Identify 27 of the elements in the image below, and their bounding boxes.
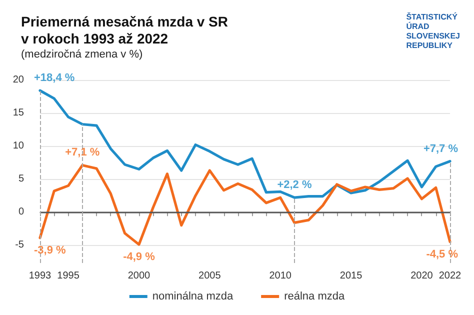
x-tick-label: 2020: [410, 270, 434, 282]
annotation: -4,9 %: [123, 251, 156, 263]
y-tick-label: 10: [12, 140, 24, 152]
chart-title: Priemerná mesačná mzda v SR v rokoch 1993 až 2022: [21, 14, 228, 46]
y-tick-label: -5: [15, 240, 24, 251]
chart-subtitle: (medziročná zmena v %): [21, 48, 143, 60]
y-tick-label: 20: [12, 74, 24, 86]
annotation: -3,9 %: [34, 244, 66, 256]
legend-label: nominálna mzda: [152, 290, 234, 302]
y-tick-label: 5: [18, 174, 24, 185]
legend-label: reálna mzda: [284, 290, 346, 302]
annotation: +2,2 %: [277, 179, 312, 192]
annotation: +7,7 %: [423, 142, 458, 155]
x-tick-label: 2022: [438, 270, 462, 282]
x-tick-label: 1993: [28, 270, 52, 282]
y-tick-label: 15: [12, 108, 24, 119]
x-tick-label: 2015: [340, 270, 363, 282]
line-series: [38, 164, 452, 246]
x-tick-label: 2005: [198, 270, 222, 282]
x-tick-label: 1995: [57, 270, 80, 282]
x-tick-label: 2010: [269, 270, 292, 282]
annotation: -4,5 %: [426, 248, 458, 260]
annotation: +18,4 %: [34, 72, 75, 84]
x-tick-label: 2000: [128, 270, 151, 282]
text: ŠTATISTICKÝ ÚRAD SLOVENSKEJ REPUBLIKY: [406, 11, 460, 50]
annotation: +7,1 %: [65, 146, 100, 159]
y-tick-label: 0: [18, 206, 24, 218]
